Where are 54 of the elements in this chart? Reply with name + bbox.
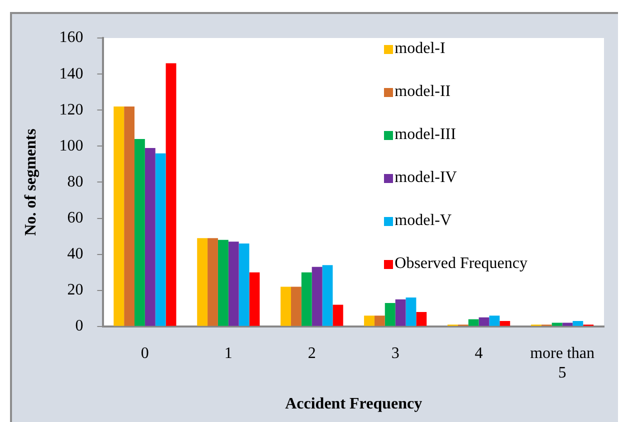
bar xyxy=(208,238,218,326)
bar xyxy=(291,286,302,326)
bar xyxy=(489,316,500,326)
y-tick-label: 0 xyxy=(75,318,84,335)
bar xyxy=(572,320,584,326)
x-axis-title: Accident Frequency xyxy=(285,396,422,413)
y-tick-label: 140 xyxy=(59,65,84,82)
y-tick-label: 40 xyxy=(67,246,84,263)
bar xyxy=(322,265,333,326)
bar xyxy=(500,320,510,326)
bar xyxy=(155,153,166,326)
bar xyxy=(166,63,176,326)
bar xyxy=(124,106,134,326)
legend-label: model-II xyxy=(394,83,451,101)
bar xyxy=(249,272,260,326)
x-tick-label: 4 xyxy=(474,345,483,362)
y-tick-label: 160 xyxy=(59,29,84,46)
y-tick-label: 120 xyxy=(59,101,84,118)
bar xyxy=(364,316,374,326)
x-tick-label: 0 xyxy=(140,345,149,362)
bar xyxy=(384,302,396,326)
bar xyxy=(280,286,291,326)
legend-label: model-V xyxy=(394,212,452,230)
x-tick-label: 1 xyxy=(224,345,232,362)
x-tick-label: 2 xyxy=(308,345,316,362)
bar xyxy=(144,148,156,326)
bar xyxy=(228,242,239,326)
bar xyxy=(374,316,385,326)
bar xyxy=(562,322,573,326)
bar xyxy=(416,312,427,326)
x-tick-label: more than 5 xyxy=(530,345,594,382)
bar xyxy=(134,138,145,326)
bar xyxy=(301,272,312,326)
x-tick-label: 3 xyxy=(391,345,400,362)
legend-label: model-III xyxy=(394,126,456,144)
bar xyxy=(114,106,124,326)
y-tick-label: 20 xyxy=(67,282,84,299)
bar xyxy=(238,243,250,326)
bar xyxy=(406,298,416,326)
bar xyxy=(478,317,490,326)
y-tick-label: 60 xyxy=(67,209,84,226)
bar xyxy=(552,322,562,326)
legend-label: Observed Frequency xyxy=(394,255,528,273)
bar xyxy=(395,299,406,326)
bar xyxy=(312,266,322,326)
bar xyxy=(218,240,228,326)
bar xyxy=(332,304,344,326)
y-tick-label: 100 xyxy=(59,137,84,154)
y-tick-label: 80 xyxy=(67,173,84,190)
legend-label: model-I xyxy=(394,40,446,58)
legend-label: model-IV xyxy=(394,169,457,187)
bar xyxy=(197,238,208,326)
bar xyxy=(468,319,479,326)
y-axis-title: No. of segments xyxy=(22,128,40,236)
